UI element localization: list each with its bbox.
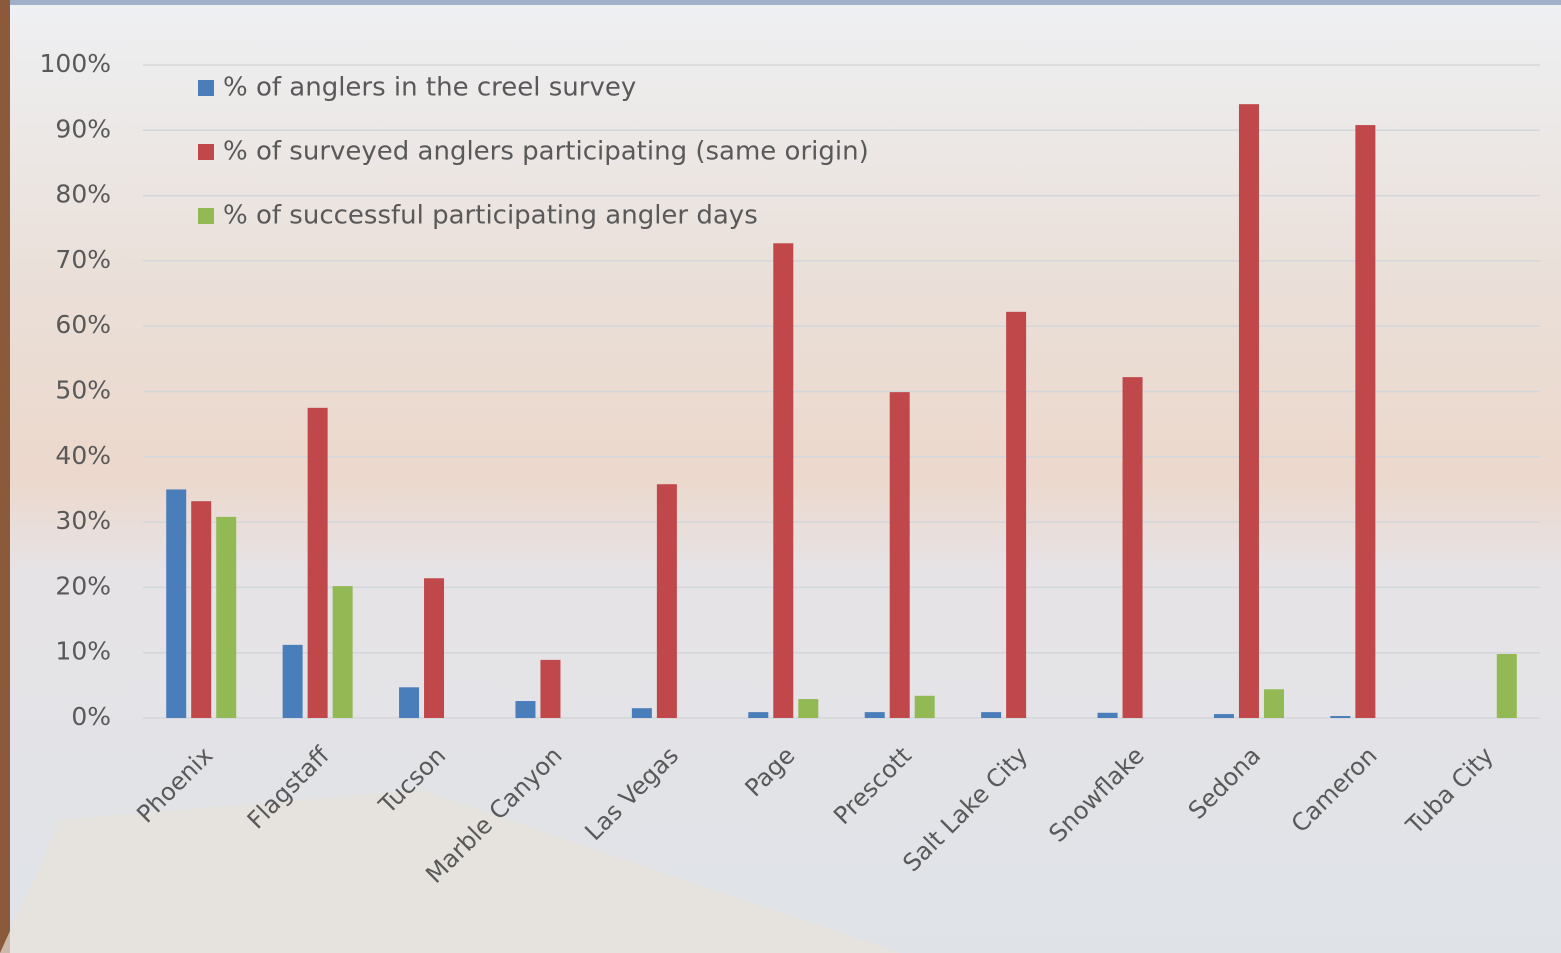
bar xyxy=(540,660,560,718)
bar xyxy=(191,501,211,718)
bar xyxy=(283,645,303,718)
bar xyxy=(632,708,652,718)
bar xyxy=(1006,312,1026,718)
bar xyxy=(308,408,328,718)
bar xyxy=(1123,377,1143,718)
legend-label: % of successful participating angler day… xyxy=(223,201,758,231)
y-tick-label: 20% xyxy=(55,571,111,600)
y-tick-label: 0% xyxy=(71,702,111,731)
bar xyxy=(1355,125,1375,718)
legend-swatch xyxy=(198,208,214,224)
bar xyxy=(748,712,768,718)
y-tick-label: 30% xyxy=(55,506,111,535)
y-tick-label: 50% xyxy=(55,376,111,405)
bar xyxy=(424,578,444,718)
bar xyxy=(865,712,885,718)
bar xyxy=(981,712,1001,718)
bar xyxy=(773,243,793,718)
bar xyxy=(1098,713,1118,718)
bar xyxy=(333,586,353,718)
bar xyxy=(798,699,818,718)
bar xyxy=(515,701,535,718)
y-tick-label: 10% xyxy=(55,637,111,666)
y-tick-label: 100% xyxy=(40,49,111,78)
y-tick-label: 60% xyxy=(55,310,111,339)
bar xyxy=(1497,654,1517,718)
y-tick-label: 70% xyxy=(55,245,111,274)
bar xyxy=(1239,104,1259,718)
bar xyxy=(1264,689,1284,718)
y-tick-label: 90% xyxy=(55,114,111,143)
bar xyxy=(915,696,935,718)
bar xyxy=(890,392,910,718)
left-edge xyxy=(0,0,10,953)
legend-swatch xyxy=(198,80,214,96)
page: 0%10%20%30%40%50%60%70%80%90%100%Phoenix… xyxy=(0,0,1561,953)
bar xyxy=(216,517,236,718)
y-tick-label: 40% xyxy=(55,441,111,470)
bar xyxy=(1330,716,1350,718)
top-edge xyxy=(0,0,1561,5)
legend-label: % of surveyed anglers participating (sam… xyxy=(223,137,869,167)
y-tick-label: 80% xyxy=(55,180,111,209)
bar xyxy=(1214,714,1234,718)
legend-swatch xyxy=(198,144,214,160)
legend-label: % of anglers in the creel survey xyxy=(223,73,636,103)
chart: 0%10%20%30%40%50%60%70%80%90%100%Phoenix… xyxy=(0,0,1561,953)
bar xyxy=(657,484,677,718)
bar xyxy=(399,687,419,718)
bar xyxy=(166,489,186,718)
